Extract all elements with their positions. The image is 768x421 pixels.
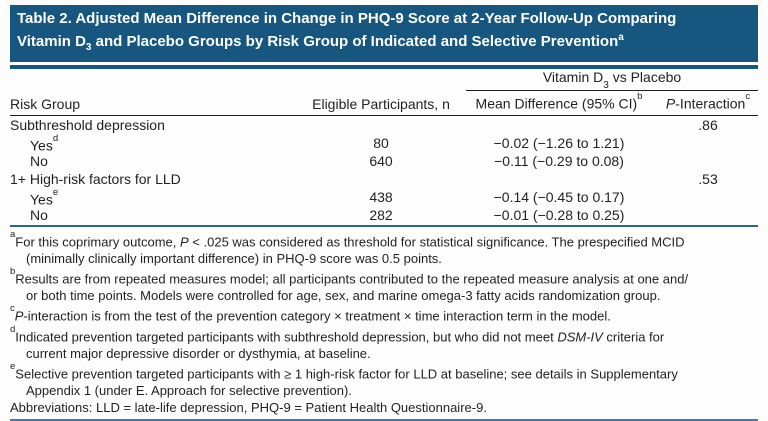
column-header-risk-group: Risk Group bbox=[10, 95, 81, 112]
abbreviations-line: Abbreviations: LLD = late-life depressio… bbox=[10, 400, 487, 416]
p-interaction-footnote-marker-c: c bbox=[745, 91, 751, 102]
cell-mean-difference: −0.02 (−1.26 to 1.21) bbox=[493, 134, 625, 151]
cell-eligible-n bbox=[302, 116, 460, 134]
footnote-a-text: For this coprimary outcome, bbox=[15, 233, 181, 249]
title-subscript-3: 3 bbox=[85, 42, 92, 53]
footnote-d-italic-dsm: DSM-IV bbox=[557, 328, 603, 344]
footnote-marker-e: e bbox=[10, 360, 16, 372]
cell-eligible-n: 282 bbox=[369, 206, 393, 223]
mean-difference-header-text: Mean Difference (95% CI) bbox=[475, 95, 638, 112]
table-figure: Table 2. Adjusted Mean Difference in Cha… bbox=[10, 0, 758, 421]
footnote-b-text: Results are from repeated measures model… bbox=[15, 271, 689, 287]
row-label-text: Yes bbox=[30, 191, 53, 208]
cell-mean-difference: −0.14 (−0.45 to 0.17) bbox=[493, 188, 625, 205]
row-label: No bbox=[30, 152, 48, 169]
footnote-e-line1: eSelective prevention targeted participa… bbox=[10, 360, 758, 382]
column-header-eligible-participants: Eligible Participants, n bbox=[312, 95, 450, 112]
footnote-d-text-cont: criteria for bbox=[602, 328, 665, 344]
row-label: No bbox=[30, 206, 48, 223]
cell-mean-difference: −0.11 (−0.29 to 0.08) bbox=[494, 152, 624, 169]
spanner-subscript-3: 3 bbox=[603, 80, 609, 91]
cell-eligible-n: 640 bbox=[369, 152, 393, 169]
row-label: Yese bbox=[10, 186, 302, 209]
row-footnote-marker-e: e bbox=[52, 186, 59, 198]
cell-mean-difference: −0.01 (−0.28 to 0.25) bbox=[493, 206, 625, 223]
table-row-subthreshold-depression: Subthreshold depression .86 bbox=[10, 116, 758, 134]
cell-p-interaction bbox=[658, 152, 758, 170]
mean-difference-footnote-marker-b: b bbox=[637, 91, 643, 102]
footnote-b-line1: bResults are from repeated measures mode… bbox=[10, 265, 758, 287]
footnote-e: eSelective prevention targeted participa… bbox=[10, 360, 758, 399]
cell-mean-difference bbox=[460, 116, 658, 134]
table-row-high-risk-lld: 1+ High-risk factors for LLD .53 bbox=[10, 170, 758, 188]
cell-eligible-n: 438 bbox=[369, 188, 393, 205]
footnote-c-text: -interaction is from the test of the pre… bbox=[23, 308, 611, 324]
table-row-high-risk-no: No 282 −0.01 (−0.28 to 0.25) bbox=[10, 206, 758, 224]
footnote-a-italic-p: P bbox=[180, 233, 189, 249]
data-table: Vitamin D3 vs Placebo Risk Group Eligibl… bbox=[10, 69, 758, 227]
cell-eligible-n bbox=[302, 170, 460, 188]
spanner-header-row: Vitamin D3 vs Placebo bbox=[10, 69, 758, 91]
table-title: Table 2. Adjusted Mean Difference in Cha… bbox=[10, 5, 758, 62]
cell-p-interaction bbox=[658, 206, 758, 224]
table-title-line2-pre: Vitamin D bbox=[17, 33, 86, 50]
cell-p-interaction: .86 bbox=[698, 116, 718, 133]
footnotes: aFor this coprimary outcome, P < .025 wa… bbox=[10, 228, 758, 417]
title-footnote-marker-a: a bbox=[618, 32, 624, 43]
footnote-c-line1: cP-interaction is from the test of the p… bbox=[10, 303, 758, 324]
footnote-a: aFor this coprimary outcome, P < .025 wa… bbox=[10, 228, 758, 267]
column-header-mean-difference: Mean Difference (95% CI)b bbox=[460, 91, 658, 115]
table-row-subthreshold-yes: Yesd 80 −0.02 (−1.26 to 1.21) bbox=[10, 132, 758, 155]
table-title-line1: Table 2. Adjusted Mean Difference in Cha… bbox=[17, 10, 677, 27]
footnote-d-line2: current major depressive disorder or dys… bbox=[26, 345, 371, 361]
table-row-subthreshold-no: No 640 −0.11 (−0.29 to 0.08) bbox=[10, 152, 758, 170]
spanner-text-post: vs Placebo bbox=[608, 69, 682, 86]
column-header-row: Risk Group Eligible Participants, n Mean… bbox=[10, 91, 758, 116]
footnote-b: bResults are from repeated measures mode… bbox=[10, 265, 758, 304]
title-divider-rule bbox=[10, 65, 758, 69]
footnote-c-italic-p: P bbox=[14, 308, 24, 324]
footnote-d-line1: dIndicated prevention targeted participa… bbox=[10, 323, 758, 345]
cell-mean-difference bbox=[460, 170, 658, 188]
table-row-high-risk-yes: Yese 438 −0.14 (−0.45 to 0.17) bbox=[10, 186, 758, 209]
row-label: Yesd bbox=[10, 132, 302, 155]
footnote-b-line2: or both time points. Models were control… bbox=[26, 288, 661, 304]
footnote-c: cP-interaction is from the test of the p… bbox=[10, 303, 758, 324]
row-label: Subthreshold depression bbox=[10, 116, 165, 133]
footnote-marker-c: c bbox=[10, 303, 15, 315]
p-interaction-header-text: -Interaction bbox=[675, 95, 746, 112]
row-label: 1+ High-risk factors for LLD bbox=[10, 170, 181, 187]
footnote-marker-b: b bbox=[10, 265, 16, 277]
footnote-a-text-cont: < .025 was considered as threshold for s… bbox=[188, 233, 685, 249]
footnote-a-line1: aFor this coprimary outcome, P < .025 wa… bbox=[10, 228, 758, 250]
row-footnote-marker-d: d bbox=[52, 132, 59, 144]
footnote-e-text: Selective prevention targeted participan… bbox=[15, 366, 678, 382]
footnote-d: dIndicated prevention targeted participa… bbox=[10, 323, 758, 362]
column-header-p-interaction: P-Interactionc bbox=[658, 91, 758, 115]
cell-p-interaction: .53 bbox=[698, 170, 718, 187]
footnote-e-line2: Appendix 1 (under E. Approach for select… bbox=[26, 383, 352, 399]
footnote-marker-a: a bbox=[10, 228, 16, 240]
table-title-line2-post: and Placebo Groups by Risk Group of Indi… bbox=[91, 33, 619, 50]
spanner-text-pre: Vitamin D bbox=[542, 69, 604, 86]
footnote-marker-d: d bbox=[10, 323, 16, 335]
footnote-a-line2: (minimally clinically important differen… bbox=[26, 250, 442, 266]
p-interaction-header-italic-p: P bbox=[665, 95, 676, 112]
cell-eligible-n: 80 bbox=[373, 134, 389, 151]
table-bottom-rule bbox=[10, 224, 758, 227]
spanner-vitamin-d3-vs-placebo: Vitamin D3 vs Placebo bbox=[466, 69, 758, 91]
row-label-text: Yes bbox=[30, 137, 53, 154]
footnote-d-text: Indicated prevention targeted participan… bbox=[15, 328, 558, 344]
